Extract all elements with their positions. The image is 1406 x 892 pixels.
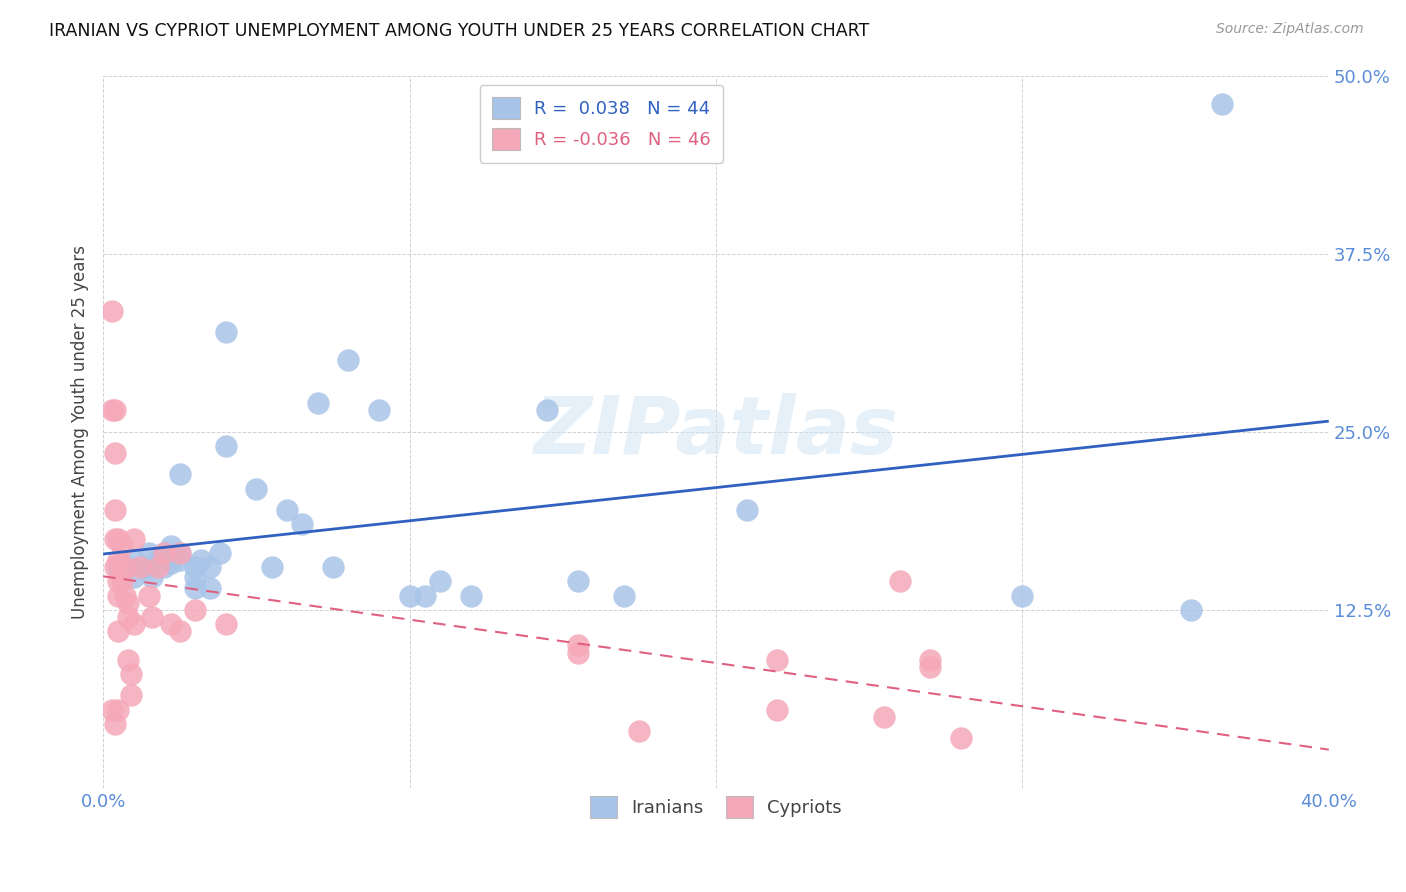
Point: [567, 646, 589, 660]
Point: [920, 659, 942, 673]
Point: [567, 574, 589, 589]
Point: [110, 574, 132, 589]
Point: [117, 610, 139, 624]
Point: [950, 731, 973, 745]
Point: [628, 723, 651, 738]
Point: [107, 553, 129, 567]
Point: [398, 589, 420, 603]
Point: [215, 617, 238, 632]
Point: [1211, 97, 1233, 112]
Point: [184, 560, 207, 574]
Point: [276, 503, 298, 517]
Point: [766, 653, 789, 667]
Point: [613, 589, 636, 603]
Point: [107, 560, 129, 574]
Point: [184, 603, 207, 617]
Point: [460, 589, 482, 603]
Point: [104, 446, 127, 460]
Point: [104, 503, 127, 517]
Point: [920, 653, 942, 667]
Point: [122, 617, 145, 632]
Text: ZIPatlas: ZIPatlas: [533, 392, 898, 471]
Point: [200, 582, 222, 596]
Point: [148, 553, 170, 567]
Point: [159, 617, 181, 632]
Point: [1180, 603, 1202, 617]
Point: [104, 403, 127, 417]
Point: [184, 570, 207, 584]
Point: [190, 553, 212, 567]
Point: [337, 353, 360, 368]
Point: [117, 653, 139, 667]
Point: [735, 503, 758, 517]
Point: [104, 560, 127, 574]
Point: [117, 596, 139, 610]
Point: [138, 589, 160, 603]
Point: [114, 589, 136, 603]
Point: [104, 532, 127, 546]
Point: [153, 560, 176, 574]
Point: [107, 532, 129, 546]
Point: [101, 303, 124, 318]
Point: [101, 702, 124, 716]
Point: [129, 560, 152, 574]
Point: [260, 560, 283, 574]
Point: [429, 574, 451, 589]
Point: [159, 539, 181, 553]
Point: [169, 546, 191, 560]
Point: [129, 560, 152, 574]
Point: [114, 560, 136, 574]
Point: [107, 589, 129, 603]
Point: [291, 517, 314, 532]
Point: [120, 666, 142, 681]
Text: Source: ZipAtlas.com: Source: ZipAtlas.com: [1216, 22, 1364, 37]
Point: [766, 702, 789, 716]
Point: [107, 624, 129, 639]
Point: [104, 716, 127, 731]
Point: [138, 560, 160, 574]
Point: [873, 709, 896, 723]
Point: [413, 589, 436, 603]
Point: [148, 560, 170, 574]
Point: [567, 639, 589, 653]
Point: [169, 624, 191, 639]
Point: [107, 574, 129, 589]
Point: [184, 582, 207, 596]
Point: [138, 546, 160, 560]
Point: [169, 546, 191, 560]
Point: [122, 532, 145, 546]
Point: [141, 610, 163, 624]
Y-axis label: Unemployment Among Youth under 25 years: Unemployment Among Youth under 25 years: [72, 244, 89, 619]
Point: [110, 539, 132, 553]
Point: [169, 553, 191, 567]
Point: [101, 403, 124, 417]
Point: [153, 546, 176, 560]
Point: [120, 688, 142, 702]
Text: IRANIAN VS CYPRIOT UNEMPLOYMENT AMONG YOUTH UNDER 25 YEARS CORRELATION CHART: IRANIAN VS CYPRIOT UNEMPLOYMENT AMONG YO…: [49, 22, 869, 40]
Legend: Iranians, Cypriots: Iranians, Cypriots: [583, 789, 849, 825]
Point: [122, 553, 145, 567]
Point: [215, 439, 238, 453]
Point: [322, 560, 344, 574]
Point: [215, 325, 238, 339]
Point: [200, 560, 222, 574]
Point: [107, 702, 129, 716]
Point: [1011, 589, 1033, 603]
Point: [122, 570, 145, 584]
Point: [307, 396, 329, 410]
Point: [245, 482, 267, 496]
Point: [141, 570, 163, 584]
Point: [536, 403, 558, 417]
Point: [889, 574, 911, 589]
Point: [208, 546, 231, 560]
Point: [367, 403, 389, 417]
Point: [117, 560, 139, 574]
Point: [153, 546, 176, 560]
Point: [159, 556, 181, 570]
Point: [169, 467, 191, 482]
